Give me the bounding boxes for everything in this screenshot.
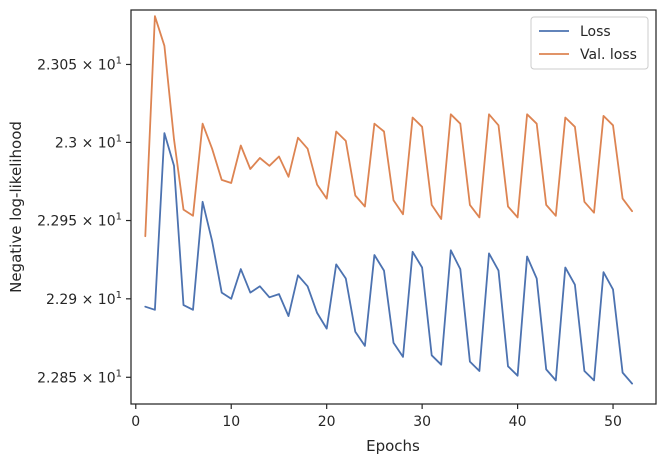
y-tick-label: 2.3 × 101 [55, 133, 122, 151]
y-tick-label: 2.285 × 101 [37, 368, 122, 386]
y-axis: 2.285 × 101 2.29 × 101 2.295 × 101 2.3 × 10… [37, 55, 131, 386]
x-axis: 0 10 20 30 40 50 [131, 404, 622, 430]
x-tick-label: 20 [318, 414, 336, 430]
legend-label-loss: Loss [580, 24, 611, 40]
x-tick-label: 30 [413, 414, 431, 430]
x-tick-label: 10 [222, 414, 240, 430]
y-axis-label: Negative log-likelihood [7, 121, 25, 293]
legend-box [530, 16, 649, 70]
y-tick-label: 2.29 × 101 [46, 290, 122, 308]
x-axis-label: Epochs [366, 437, 420, 455]
y-tick-label: 2.295 × 101 [37, 212, 122, 230]
series-layer [144, 15, 633, 385]
x-tick-label: 0 [131, 414, 140, 430]
x-tick-label: 40 [509, 414, 527, 430]
legend-label-val-loss: Val. loss [580, 47, 637, 63]
x-tick-label: 50 [604, 414, 622, 430]
y-tick-label: 2.305 × 101 [37, 55, 122, 73]
series-line-val-loss [144, 15, 633, 238]
legend: Loss Val. loss [530, 16, 649, 70]
plot-frame [130, 9, 657, 405]
series-line-loss [144, 132, 633, 385]
